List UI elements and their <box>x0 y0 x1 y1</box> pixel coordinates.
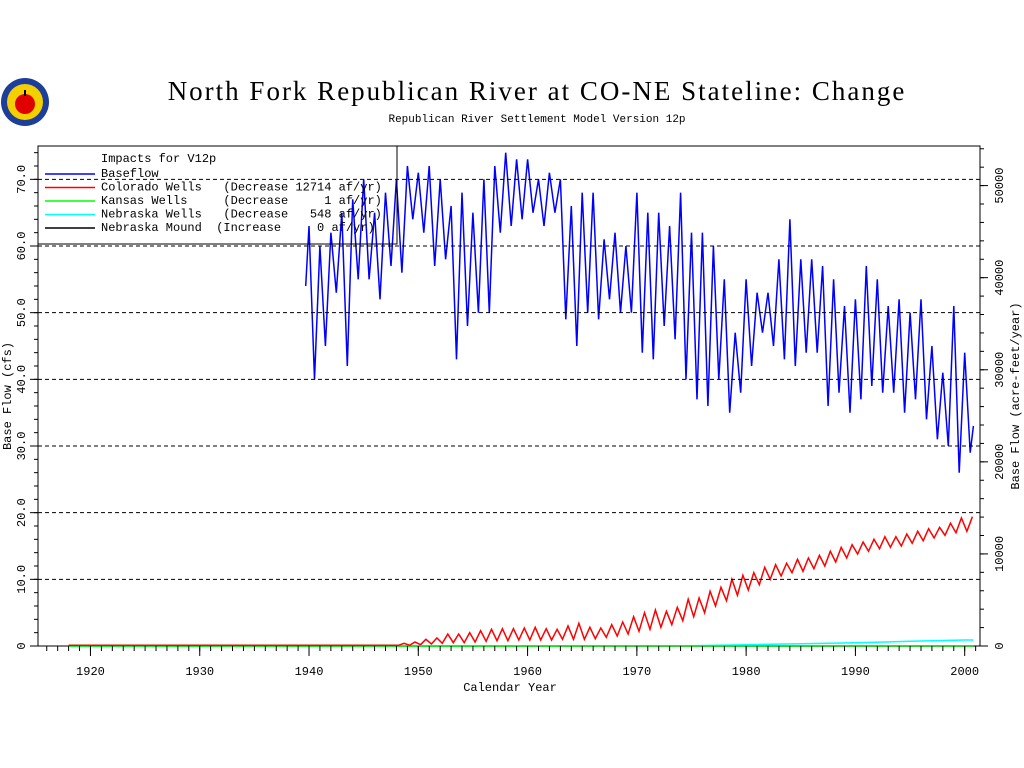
legend-label: Kansas Wells (Decrease 1 af/yr) <box>101 194 382 208</box>
y2-tick-label: 20000 <box>993 444 1007 480</box>
y2-tick-label: 50000 <box>993 168 1007 204</box>
legend-box <box>37 145 398 245</box>
legend-label: Nebraska Mound (Increase 0 af/yr) <box>101 221 375 235</box>
y2-tick-label: 10000 <box>993 536 1007 572</box>
y2-tick-label: 30000 <box>993 352 1007 388</box>
x-axis-label: Calendar Year <box>463 681 557 695</box>
x-tick-label: 1990 <box>841 665 870 679</box>
x-tick-label: 2000 <box>950 665 979 679</box>
x-tick-label: 1950 <box>404 665 433 679</box>
y-tick-label: 70.0 <box>15 165 29 194</box>
chart-subtitle: Republican River Settlement Model Versio… <box>388 114 685 126</box>
legend-title: Impacts for V12p <box>101 152 216 166</box>
legend-label: Baseflow <box>101 167 159 181</box>
series-line <box>304 152 975 473</box>
y-tick-label: 20.0 <box>15 498 29 527</box>
x-tick-label: 1920 <box>76 665 105 679</box>
x-tick-label: 1970 <box>622 665 651 679</box>
legend-label: Colorado Wells (Decrease 12714 af/yr) <box>101 181 382 195</box>
y-tick-label: 30.0 <box>15 432 29 461</box>
y-tick-label: 50.0 <box>15 298 29 327</box>
x-tick-label: 1960 <box>513 665 542 679</box>
y-tick-label: 0 <box>15 642 29 649</box>
logo <box>1 78 49 126</box>
series-line <box>68 515 974 647</box>
legend-label: Nebraska Wells (Decrease 548 af/yr) <box>101 208 382 222</box>
x-tick-label: 1930 <box>185 665 214 679</box>
y-axis-label: Base Flow (cfs) <box>1 342 15 450</box>
x-tick-label: 1980 <box>732 665 761 679</box>
y-tick-label: 60.0 <box>15 232 29 261</box>
y2-tick-label: 40000 <box>993 260 1007 296</box>
x-tick-label: 1940 <box>295 665 324 679</box>
y-tick-label: 10.0 <box>15 565 29 594</box>
chart-title: North Fork Republican River at CO-NE Sta… <box>168 76 907 106</box>
y-tick-label: 40.0 <box>15 365 29 394</box>
y2-tick-label: 0 <box>993 642 1007 649</box>
y2-axis-label: Base Flow (acre-feet/year) <box>1009 302 1023 489</box>
